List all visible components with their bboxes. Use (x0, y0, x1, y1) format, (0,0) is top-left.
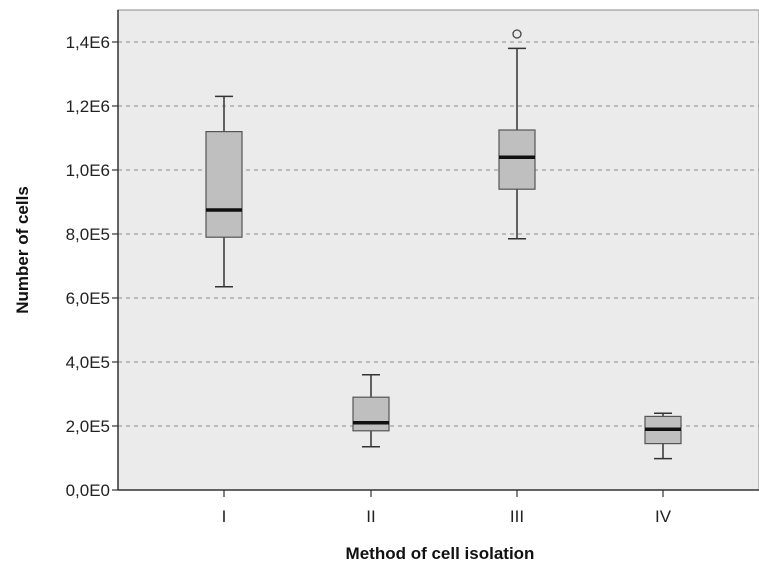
y-tick-label: 1,0E6 (66, 161, 110, 180)
x-tick-label: IV (655, 507, 672, 526)
y-tick-label: 1,4E6 (66, 33, 110, 52)
x-axis-ticks: I II III IV (222, 490, 672, 526)
y-axis-ticks: 0,0E0 2,0E5 4,0E5 6,0E5 8,0E5 1,0E6 1,2E6 1,4E6 (66, 33, 118, 500)
y-tick-label: 6,0E5 (66, 289, 110, 308)
boxes (205, 29, 682, 460)
box-III (498, 29, 536, 240)
y-tick-label: 2,0E5 (66, 417, 110, 436)
outlier-point (512, 29, 522, 39)
y-tick-label: 4,0E5 (66, 353, 110, 372)
iqr-box (205, 131, 243, 238)
x-tick-label: I (222, 507, 227, 526)
x-axis-title: Method of cell isolation (346, 544, 535, 563)
y-axis-title: Number of cells (13, 186, 32, 314)
x-tick-label: III (510, 507, 524, 526)
y-tick-label: 8,0E5 (66, 225, 110, 244)
plot-area (117, 9, 759, 491)
y-tick-label: 0,0E0 (66, 481, 110, 500)
iqr-box (352, 396, 390, 432)
x-tick-label: II (366, 507, 375, 526)
box-IV (644, 412, 682, 460)
box-II (352, 374, 390, 448)
box-I (205, 95, 243, 288)
iqr-box (498, 129, 536, 190)
y-tick-label: 1,2E6 (66, 97, 110, 116)
